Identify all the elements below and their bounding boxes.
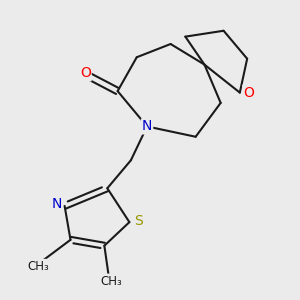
Text: CH₃: CH₃: [101, 274, 123, 287]
Text: N: N: [142, 119, 152, 134]
Text: S: S: [134, 214, 142, 228]
Text: CH₃: CH₃: [27, 260, 49, 273]
Text: O: O: [243, 85, 254, 100]
Text: O: O: [80, 66, 91, 80]
Text: N: N: [51, 197, 62, 212]
